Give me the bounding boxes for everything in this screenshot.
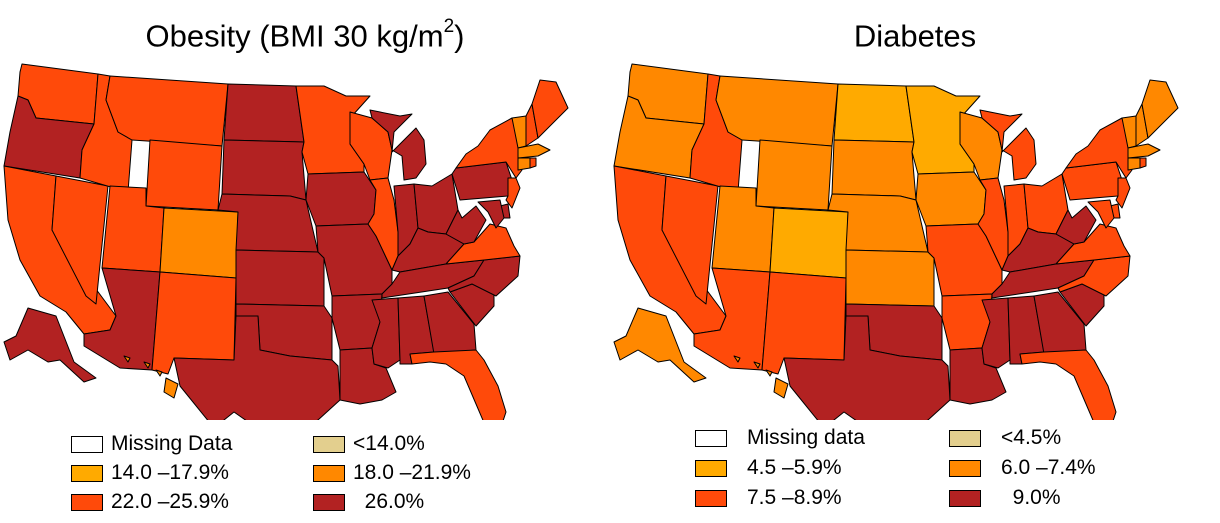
obesity-map-panel: Obesity (BMI 30 kg/m2) Missing Data <14.… (0, 8, 610, 515)
legend-label: 6.0 –7.4% (1001, 456, 1096, 479)
legend-swatch (949, 489, 981, 507)
legend-label: 4.5 –5.9% (747, 456, 842, 479)
legend-swatch (949, 429, 981, 447)
state-mt (105, 75, 229, 147)
legend-item-lowest: <14.0% (313, 431, 425, 457)
state-nc (1057, 255, 1131, 297)
state-hi (733, 355, 789, 399)
state-nv (661, 175, 719, 305)
state-ks (845, 249, 935, 307)
legend-swatch (313, 493, 345, 511)
legend-item-4: 9.0% (949, 485, 1061, 511)
state-md (1087, 199, 1115, 229)
state-sd (831, 139, 917, 201)
state-wv (445, 205, 487, 245)
legend-item-4: 26.0% (313, 489, 424, 515)
title-text: Obesity (BMI 30 kg/m (145, 18, 444, 54)
obesity-map-title: Obesity (BMI 30 kg/m2) (0, 8, 610, 58)
state-mi (979, 109, 1037, 181)
legend-label: Missing Data (111, 432, 233, 455)
legend-label: 9.0% (1001, 486, 1061, 509)
legend-swatch (71, 493, 103, 511)
state-ia (305, 171, 377, 227)
state-tx (783, 315, 951, 420)
state-tx (173, 315, 341, 420)
legend-item-1: 4.5 –5.9% (695, 455, 842, 481)
state-wv (1055, 205, 1097, 245)
legend-item-missing: Missing data (695, 425, 865, 451)
legend-swatch (695, 459, 727, 477)
legend-label: 26.0% (353, 490, 425, 513)
legend-swatch (71, 435, 103, 453)
legend-swatch (695, 489, 727, 507)
state-ks (235, 249, 325, 307)
title-superscript: 2 (443, 16, 455, 37)
legend-swatch (949, 459, 981, 477)
legend-swatch (313, 464, 345, 482)
legend-label: <4.5% (1001, 426, 1062, 449)
legend-item-2: 18.0 –21.9% (313, 460, 471, 486)
legend-label: 7.5 –8.9% (747, 486, 842, 509)
diabetes-state-map (613, 63, 1179, 420)
state-me (1141, 79, 1179, 139)
state-ms (371, 297, 401, 369)
state-ak (3, 307, 97, 383)
state-ga (1033, 291, 1087, 355)
legend-swatch (695, 429, 727, 447)
legend-label: 14.0 –17.9% (111, 461, 229, 484)
legend-item-3: 22.0 –25.9% (71, 489, 229, 515)
state-mi (369, 109, 427, 181)
state-co (769, 207, 849, 279)
state-ms (981, 297, 1011, 369)
legend-item-2: 6.0 –7.4% (949, 455, 1096, 481)
state-ia (915, 171, 987, 227)
diabetes-map-title: Diabetes (610, 8, 1220, 58)
legend-item-missing: Missing Data (71, 431, 232, 457)
legend-label: Missing data (747, 426, 865, 449)
state-sd (221, 139, 307, 201)
state-nd (223, 83, 305, 143)
state-ri (529, 157, 537, 169)
legend-swatch (313, 435, 345, 453)
state-ct (1127, 157, 1141, 171)
state-ga (423, 291, 477, 355)
title-text: Diabetes (853, 18, 977, 54)
state-wy (145, 139, 223, 211)
state-co (159, 207, 239, 279)
state-nc (447, 255, 521, 297)
state-md (477, 199, 505, 229)
state-wy (755, 139, 833, 211)
title-suffix: ) (454, 18, 465, 54)
state-ct (517, 157, 531, 171)
diabetes-map-panel: Diabetes Missing data <4.5% 4.5 –5.9% 6.… (610, 0, 1220, 523)
state-me (531, 79, 569, 139)
legend-item-1: 14.0 –17.9% (71, 460, 229, 486)
state-fl (1019, 349, 1117, 420)
legend-label: <14.0% (353, 432, 425, 455)
legend-item-lowest: <4.5% (949, 425, 1061, 451)
state-mt (715, 75, 839, 147)
legend-label: 18.0 –21.9% (353, 461, 471, 484)
state-ma (1127, 143, 1161, 159)
legend-label: 22.0 –25.9% (111, 490, 229, 513)
state-ak (613, 307, 707, 383)
state-nv (51, 175, 109, 305)
state-nj (1115, 177, 1131, 209)
obesity-state-map (3, 63, 569, 420)
legend-item-3: 7.5 –8.9% (695, 485, 842, 511)
state-nd (833, 83, 915, 143)
state-fl (409, 349, 507, 420)
legend-swatch (71, 464, 103, 482)
state-hi (123, 355, 179, 399)
state-ma (517, 143, 551, 159)
state-nj (505, 177, 521, 209)
state-ri (1139, 157, 1147, 169)
